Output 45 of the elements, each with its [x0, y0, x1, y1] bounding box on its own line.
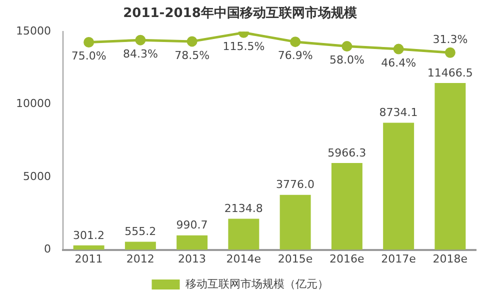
data-label: 76.9%	[278, 49, 313, 62]
data-label: 2134.8	[224, 202, 263, 216]
x-tick-label: 2011	[74, 252, 103, 266]
point	[444, 47, 456, 58]
y-tick-label: 0	[44, 242, 51, 256]
point	[84, 37, 94, 48]
data-label: 11466.5	[427, 66, 473, 80]
y-tick-label: 15000	[16, 24, 51, 38]
bar	[124, 242, 156, 250]
bar	[73, 245, 104, 250]
data-label: 46.4%	[381, 56, 416, 70]
point	[393, 44, 404, 54]
x-tick-label: 2016e	[330, 252, 365, 266]
x-tick-label: 2018e	[432, 252, 468, 266]
point	[342, 41, 352, 52]
data-label: 31.3%	[432, 32, 468, 46]
data-label: 75.0%	[71, 50, 106, 63]
legend-label: 移动互联网市场规模（亿元）	[185, 277, 328, 290]
data-label: 115.5%	[222, 40, 265, 54]
bar	[228, 218, 260, 250]
data-label: 58.0%	[329, 54, 364, 67]
x-tick-label: 2012	[126, 252, 154, 266]
data-label: 3776.0	[276, 178, 315, 192]
bar	[434, 83, 466, 250]
y-tick-label: 5000	[22, 170, 51, 183]
chart-title: 2011-2018年中国移动互联网市场规模	[123, 5, 357, 22]
x-tick-label: 2017e	[381, 252, 416, 266]
data-label: 78.5%	[174, 48, 210, 62]
data-label: 8734.1	[379, 106, 418, 120]
point	[135, 34, 146, 46]
bar	[176, 235, 208, 250]
bar	[383, 122, 414, 250]
data-label: 555.2	[124, 225, 156, 238]
point	[186, 36, 198, 47]
data-label: 301.2	[73, 228, 105, 242]
y-tick-label: 10000	[16, 97, 51, 110]
bar	[331, 163, 362, 250]
x-tick-label: 2013	[178, 252, 206, 266]
bar	[280, 194, 311, 250]
data-label: 5966.3	[328, 146, 366, 160]
data-label: 990.7	[176, 218, 208, 232]
x-tick-label: 2014e	[226, 252, 262, 266]
x-tick-label: 2015e	[278, 252, 313, 266]
point	[290, 36, 301, 48]
data-label: 84.3%	[122, 47, 158, 60]
